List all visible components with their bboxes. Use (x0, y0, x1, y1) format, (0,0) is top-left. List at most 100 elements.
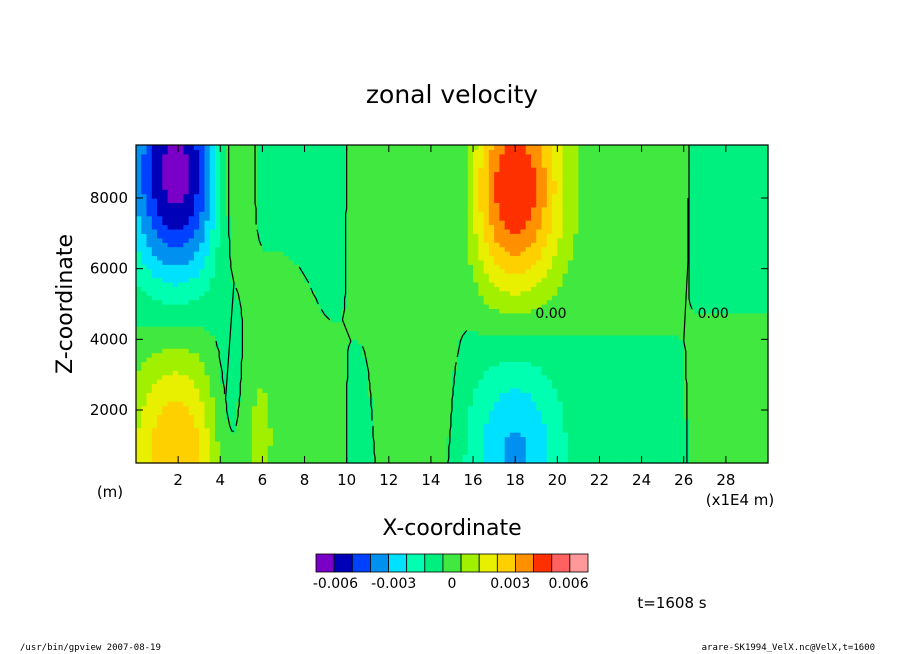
heat-cell (257, 290, 263, 296)
heat-cell (267, 445, 274, 451)
heat-cell (430, 334, 437, 340)
heat-cell (378, 259, 385, 265)
heat-cell (336, 281, 342, 287)
heat-cell (473, 321, 479, 327)
heat-cell (394, 326, 400, 332)
heat-cell (199, 246, 206, 252)
heat-cell (151, 277, 158, 283)
heat-cell (399, 259, 406, 265)
heat-cell (320, 410, 327, 416)
heat-cell (225, 410, 232, 416)
heat-cell (436, 383, 443, 389)
heat-cell (236, 268, 242, 274)
heat-cell (420, 308, 427, 314)
heat-cell (251, 233, 258, 239)
heat-cell (236, 330, 242, 336)
heat-cell (193, 436, 200, 442)
heat-cell (430, 175, 437, 181)
heat-cell (304, 149, 311, 155)
heat-cell (141, 259, 148, 265)
heat-cell (373, 374, 379, 380)
heat-cell (246, 352, 253, 358)
heat-cell (262, 410, 269, 416)
heat-cell (193, 202, 200, 208)
heat-cell (262, 458, 269, 464)
heat-cell (294, 308, 300, 314)
heat-cell (494, 198, 500, 204)
heat-cell (220, 317, 227, 323)
heat-cell (146, 436, 153, 442)
heat-cell (294, 410, 300, 416)
heat-cell (367, 330, 374, 336)
heat-cell (362, 290, 369, 296)
heat-cell (488, 295, 495, 301)
heat-cell (330, 299, 337, 305)
heat-cell (299, 175, 306, 181)
heat-cell (351, 401, 358, 407)
heat-cell (378, 387, 385, 393)
heat-cell (178, 180, 184, 186)
heat-cell (351, 211, 358, 217)
heat-cell (478, 171, 485, 177)
heat-cell (478, 308, 485, 314)
heat-cell (246, 339, 253, 345)
heat-cell (204, 436, 211, 442)
heat-cell (315, 277, 321, 283)
heat-cell (162, 175, 169, 181)
heat-cell (409, 277, 416, 283)
heat-cell (483, 149, 490, 155)
heat-cell (457, 334, 464, 340)
heat-cell (499, 348, 506, 354)
heat-cell (236, 242, 242, 248)
heat-cell (325, 334, 332, 340)
heat-cell (357, 215, 364, 221)
heat-cell (294, 224, 300, 230)
heat-cell (215, 228, 221, 234)
heat-cell (494, 454, 500, 460)
heat-cell (215, 352, 221, 358)
heat-cell (315, 153, 321, 159)
heat-cell (278, 308, 285, 314)
heat-cell (399, 255, 406, 261)
heat-cell (467, 299, 474, 305)
heat-cell (199, 321, 206, 327)
heat-cell (430, 383, 437, 389)
heat-cell (341, 410, 348, 416)
heat-cell (209, 308, 216, 314)
heat-cell (399, 330, 406, 336)
heat-cell (446, 259, 453, 265)
heat-cell (188, 432, 195, 438)
heat-cell (367, 268, 374, 274)
heat-cell (446, 264, 453, 270)
heat-cell (220, 383, 227, 389)
heat-cell (409, 224, 416, 230)
heat-cell (388, 401, 395, 407)
heat-cell (146, 383, 153, 389)
heat-cell (162, 304, 169, 310)
heat-cell (315, 171, 321, 177)
heat-cell (362, 343, 369, 349)
heat-cell (367, 312, 374, 318)
heat-cell (183, 326, 190, 332)
heat-cell (394, 237, 400, 243)
heat-cell (215, 171, 221, 177)
heat-cell (278, 215, 285, 221)
heat-cell (336, 224, 342, 230)
heat-cell (262, 242, 269, 248)
heat-cell (462, 189, 469, 195)
heat-cell (346, 264, 353, 270)
heat-cell (473, 259, 479, 265)
heat-cell (341, 153, 348, 159)
heat-cell (404, 184, 411, 190)
heat-cell (151, 432, 158, 438)
heat-cell (330, 348, 337, 354)
heat-cell (467, 145, 474, 151)
heat-cell (294, 215, 300, 221)
heat-cell (151, 387, 158, 393)
heat-cell (394, 432, 400, 438)
heat-cell (478, 317, 485, 323)
heat-cell (246, 215, 253, 221)
heat-cell (446, 299, 453, 305)
heat-cell (404, 423, 411, 429)
heat-cell (351, 233, 358, 239)
